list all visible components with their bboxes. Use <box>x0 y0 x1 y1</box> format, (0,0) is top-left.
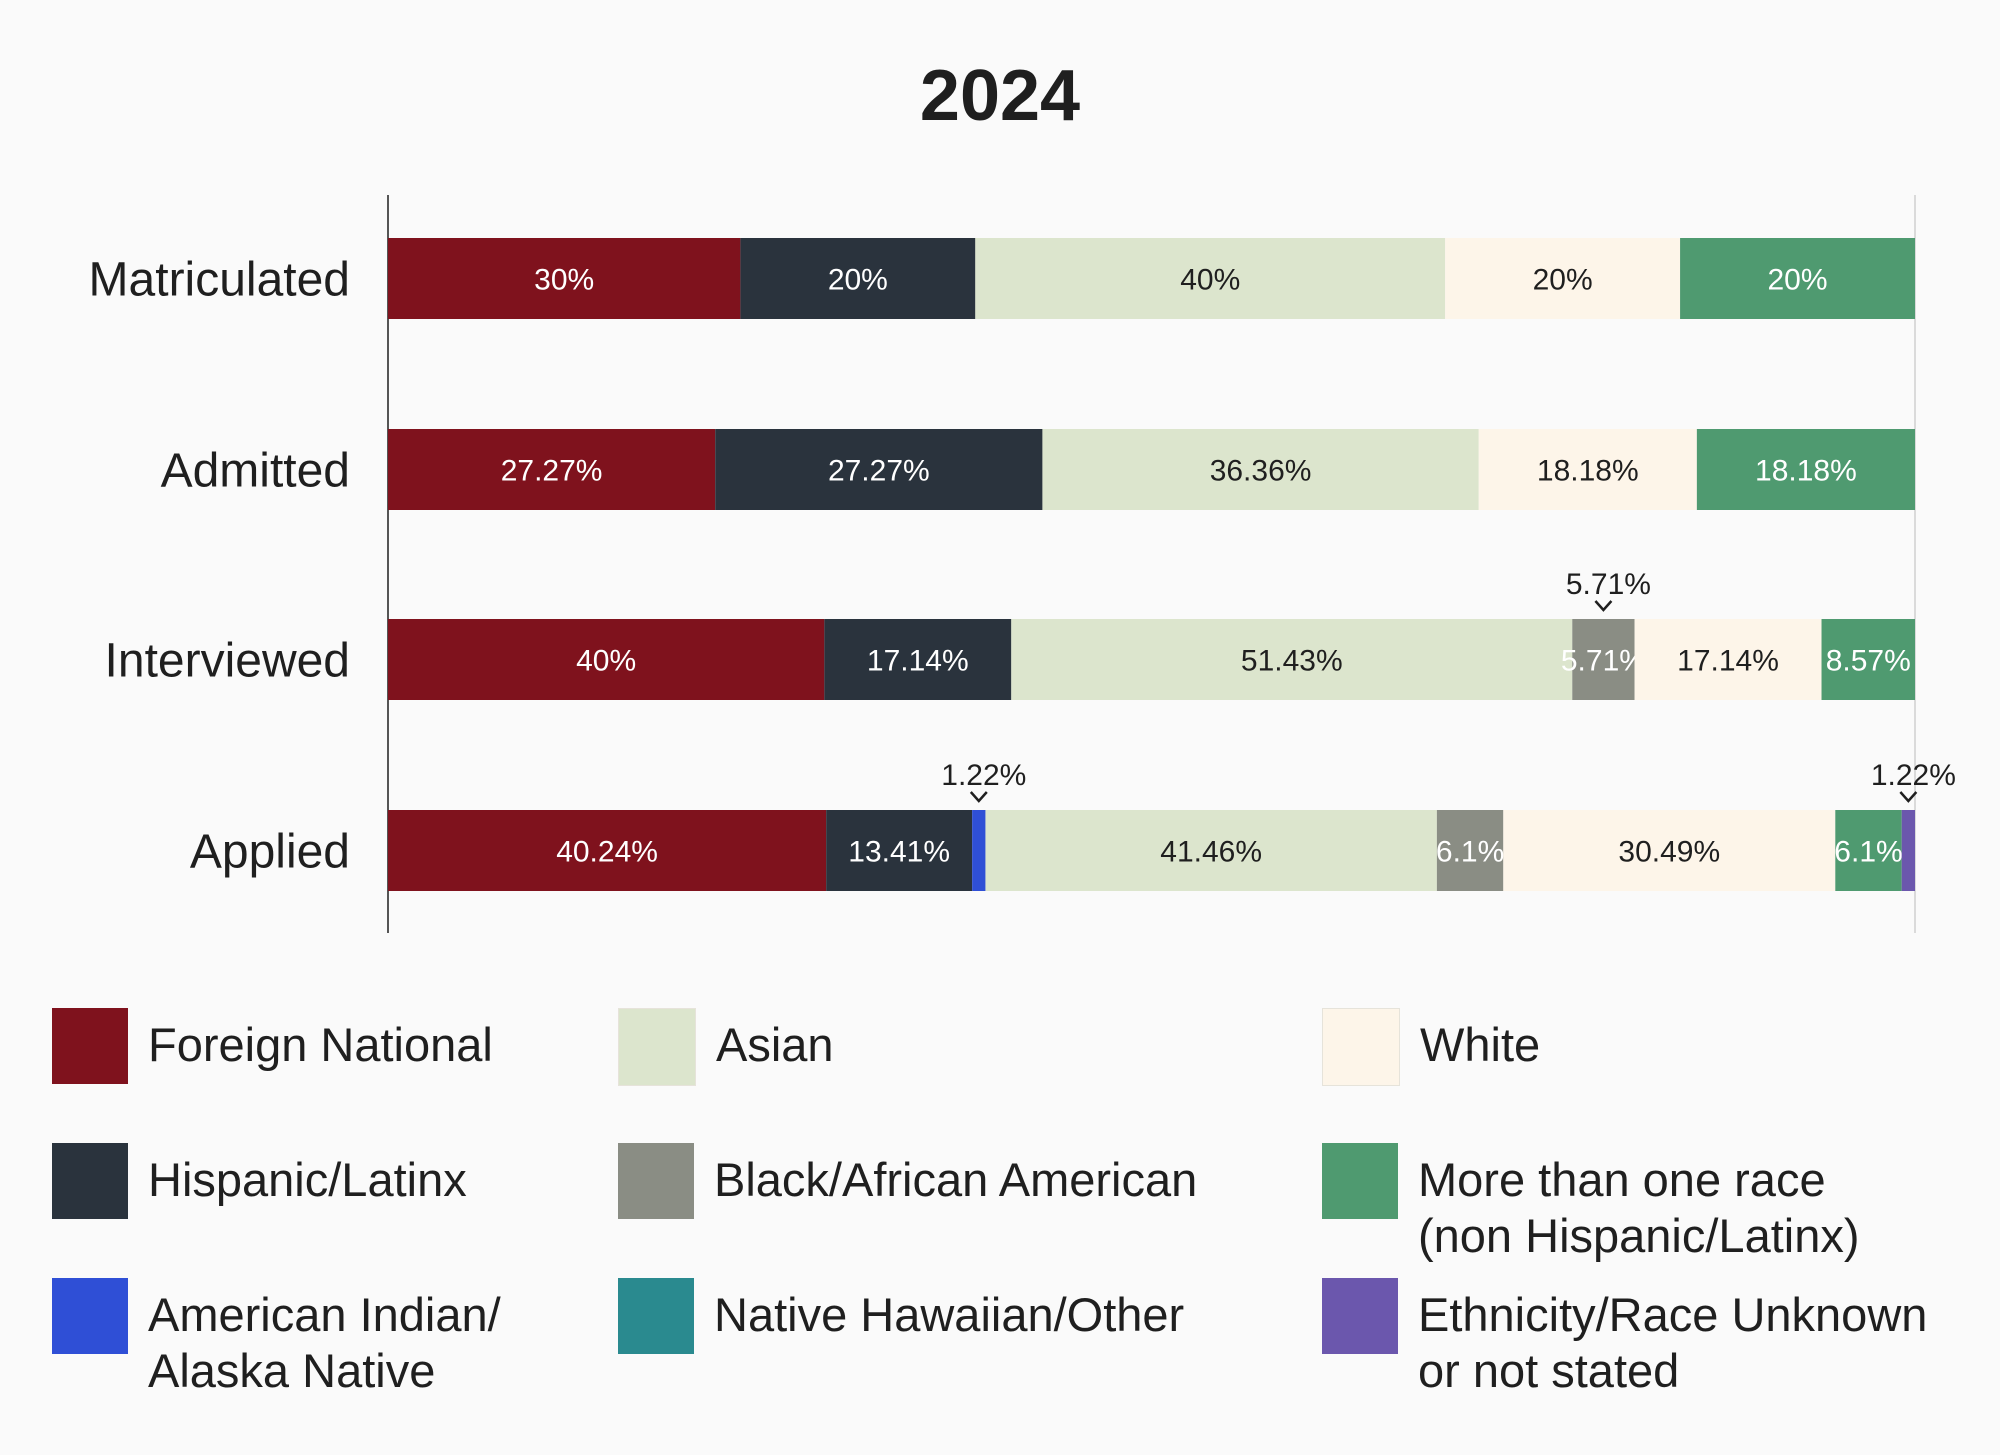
bar-applied-american-indian-alaska-native <box>972 810 986 891</box>
legend-item-black-african-american: Black/African American <box>618 1143 1197 1219</box>
data-label-matriculated-asian: 40% <box>1180 264 1240 297</box>
bar-admitted-more-than-one-race-non-hispanic-latinx <box>1696 429 1915 510</box>
data-label-admitted-white: 18.18% <box>1537 455 1639 488</box>
legend-item-foreign-national: Foreign National <box>52 1008 493 1084</box>
legend-label: More than one race (non Hispanic/Latinx) <box>1418 1153 1860 1262</box>
data-label-admitted-asian: 36.36% <box>1210 455 1312 488</box>
legend-label: Black/African American <box>714 1153 1198 1206</box>
callout-label-applied-ethnicity-race-unknown-or-not-stated: 1.22% <box>1871 759 1956 792</box>
legend-item-hispanic-latinx: Hispanic/Latinx <box>52 1143 467 1219</box>
legend-swatch-more-than-one-race <box>1322 1143 1398 1219</box>
bar-admitted-hispanic-latinx <box>715 429 1043 510</box>
data-label-matriculated-hispanic-latinx: 20% <box>828 264 888 297</box>
data-label-admitted-hispanic-latinx: 27.27% <box>828 455 930 488</box>
data-label-matriculated-more-than-one-race-non-hispanic-latinx: 20% <box>1768 264 1828 297</box>
legend-item-native-hawaiian-other: Native Hawaiian/Other <box>618 1278 1184 1354</box>
bar-interviewed-asian <box>1011 619 1573 700</box>
legend-label: American Indian/Alaska Native <box>148 1288 501 1397</box>
callout-chevron-icon <box>969 791 988 803</box>
data-label-interviewed-hispanic-latinx: 17.14% <box>867 645 969 678</box>
bar-admitted-asian <box>1042 429 1479 510</box>
legend-label: Native Hawaiian/Other <box>714 1288 1185 1341</box>
callout-chevron-icon <box>1899 791 1918 803</box>
data-label-applied-black-african-american: 6.1% <box>1436 836 1504 869</box>
data-label-admitted-more-than-one-race-non-hispanic-latinx: 18.18% <box>1755 455 1857 488</box>
bar-matriculated-asian <box>975 238 1446 319</box>
legend-item-ethnicity-unknown: Ethnicity/Race Unknown or not stated <box>1322 1278 1927 1399</box>
data-label-applied-hispanic-latinx: 13.41% <box>848 836 950 869</box>
legend: Foreign National Asian White Hispanic/La… <box>52 1008 1982 1428</box>
legend-label: Foreign National <box>148 1018 493 1071</box>
legend-swatch-native-hawaiian-other <box>618 1278 694 1354</box>
legend-label: White <box>1420 1018 1541 1071</box>
legend-swatch-white <box>1322 1008 1400 1086</box>
row-label-interviewed: Interviewed <box>105 635 350 688</box>
data-label-admitted-foreign-national: 27.27% <box>501 455 603 488</box>
legend-label: Ethnicity/Race Unknown or not stated <box>1418 1288 1928 1397</box>
legend-item-asian: Asian <box>618 1008 834 1086</box>
data-label-applied-more-than-one-race-non-hispanic-latinx: 6.1% <box>1834 836 1902 869</box>
bar-interviewed-foreign-national <box>388 619 825 700</box>
data-label-matriculated-foreign-national: 30% <box>534 264 594 297</box>
bar-matriculated-hispanic-latinx <box>740 238 976 319</box>
data-label-interviewed-black-african-american: 5.71% <box>1561 645 1646 678</box>
legend-swatch-ethnicity-unknown <box>1322 1278 1398 1354</box>
bars-group: Matriculated 30% 20% 40% 20% 20% Admitted 27.27… <box>89 195 1956 933</box>
bar-applied-more-than-one-race-non-hispanic-latinx <box>1835 810 1902 891</box>
bar-interviewed-black-african-american <box>1572 619 1635 700</box>
data-label-applied-foreign-national: 40.24% <box>556 836 658 869</box>
bar-admitted-white <box>1478 429 1697 510</box>
row-label-matriculated: Matriculated <box>89 254 350 307</box>
legend-swatch-american-indian-alaska-native <box>52 1278 128 1354</box>
data-label-interviewed-asian: 51.43% <box>1241 645 1343 678</box>
callout-label-applied-american-indian-alaska-native: 1.22% <box>941 759 1026 792</box>
data-label-matriculated-white: 20% <box>1533 264 1593 297</box>
data-label-interviewed-more-than-one-race-non-hispanic-latinx: 8.57% <box>1826 645 1911 678</box>
row-label-applied: Applied <box>190 826 350 879</box>
callout-label-interviewed-black-african-american: 5.71% <box>1566 568 1651 601</box>
data-label-interviewed-foreign-national: 40% <box>576 645 636 678</box>
bar-applied-white <box>1503 810 1836 891</box>
legend-item-more-than-one-race: More than one race (non Hispanic/Latinx) <box>1322 1143 1860 1264</box>
data-label-applied-asian: 41.46% <box>1160 836 1262 869</box>
bar-applied-foreign-national <box>388 810 827 891</box>
bar-interviewed-hispanic-latinx <box>824 619 1012 700</box>
bar-matriculated-foreign-national <box>388 238 741 319</box>
callout-chevron-icon <box>1594 600 1613 612</box>
row-label-admitted: Admitted <box>161 445 350 498</box>
legend-item-american-indian-alaska-native: American Indian/Alaska Native <box>52 1278 501 1399</box>
legend-label: Hispanic/Latinx <box>148 1153 467 1206</box>
bar-interviewed-more-than-one-race-non-hispanic-latinx <box>1821 619 1915 700</box>
legend-swatch-hispanic-latinx <box>52 1143 128 1219</box>
legend-label: Asian <box>716 1018 834 1071</box>
data-label-interviewed-white: 17.14% <box>1677 645 1779 678</box>
chart-title: 2024 <box>920 56 1080 136</box>
legend-swatch-foreign-national <box>52 1008 128 1084</box>
bar-interviewed-white <box>1634 619 1822 700</box>
bar-matriculated-white <box>1445 238 1681 319</box>
bar-applied-ethnicity-race-unknown-or-not-stated <box>1901 810 1915 891</box>
legend-swatch-black-african-american <box>618 1143 694 1219</box>
bar-applied-hispanic-latinx <box>826 810 973 891</box>
bar-applied-asian <box>985 810 1437 891</box>
legend-swatch-asian <box>618 1008 696 1086</box>
data-label-applied-white: 30.49% <box>1618 836 1720 869</box>
bar-applied-black-african-american <box>1436 810 1504 891</box>
bar-matriculated-more-than-one-race-non-hispanic-latinx <box>1680 238 1915 319</box>
bar-admitted-foreign-national <box>388 429 716 510</box>
legend-item-white: White <box>1322 1008 1540 1086</box>
